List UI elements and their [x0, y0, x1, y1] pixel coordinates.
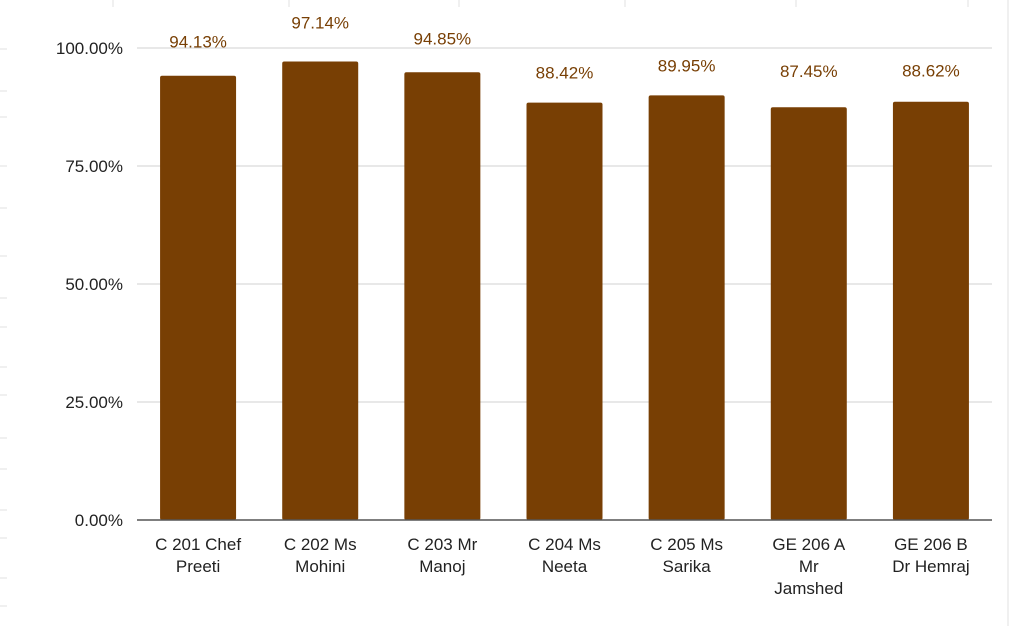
y-tick-label: 0.00% — [75, 511, 123, 530]
data-label: 88.62% — [902, 62, 960, 81]
y-tick-label: 100.00% — [56, 39, 123, 58]
data-label: 87.45% — [780, 62, 838, 81]
bar — [404, 72, 481, 521]
data-label: 89.95% — [658, 56, 716, 75]
x-axis-labels: C 201 Chef Preeti C 202 Ms Mohini C 203 Mr Ma… — [155, 535, 970, 598]
category-label: GE 206 A Mr Jamshed — [772, 535, 845, 598]
data-label: 97.14% — [291, 13, 349, 32]
y-tick-label: 50.00% — [65, 275, 123, 294]
data-label: 88.42% — [536, 64, 594, 83]
category-label: C 204 Ms Neeta — [528, 535, 601, 576]
bar — [892, 101, 969, 521]
bar — [648, 95, 725, 520]
y-tick-label: 25.00% — [65, 393, 123, 412]
category-label: GE 206 B Dr Hemraj — [892, 535, 969, 576]
data-label: 94.85% — [414, 29, 472, 48]
bars — [160, 61, 969, 521]
bar — [160, 75, 237, 521]
bar — [282, 61, 359, 520]
bar — [770, 107, 847, 521]
y-axis-ticks: 0.00% 25.00% 50.00% 75.00% 100.00% — [56, 39, 123, 530]
y-tick-label: 75.00% — [65, 157, 123, 176]
data-label: 94.13% — [169, 33, 227, 52]
category-label: C 201 Chef Preeti — [155, 535, 241, 576]
category-label: C 202 Ms Mohini — [284, 535, 357, 576]
bar — [526, 102, 603, 521]
category-label: C 205 Ms Sarika — [650, 535, 723, 576]
category-label: C 203 Mr Manoj — [407, 535, 477, 576]
data-labels: 94.13% 97.14% 94.85% 88.42% 89.95% 87.45% 88.6… — [169, 13, 960, 82]
